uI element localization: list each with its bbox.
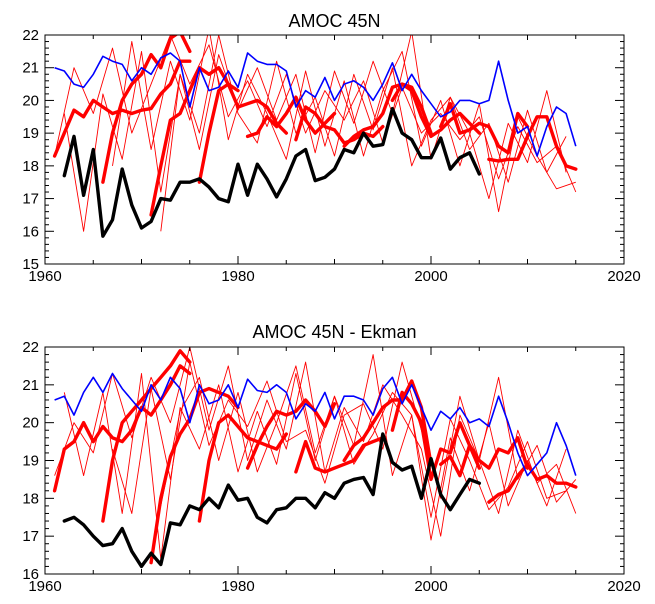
y-tick-label: 18 [22, 490, 39, 507]
black-series-line [62, 106, 481, 238]
plot-frame [44, 34, 625, 265]
ensemble-mean-line [245, 398, 337, 470]
y-tick-label: 17 [22, 191, 39, 208]
y-tick-label: 15 [22, 256, 39, 273]
ensemble-mean-line [342, 82, 433, 148]
y-tick-label: 20 [22, 92, 39, 109]
ensemble-mean-line [101, 349, 192, 523]
ensemble-mean-line [101, 35, 192, 184]
x-tick-label: 2000 [414, 578, 447, 595]
x-tick-label: 2000 [414, 268, 447, 285]
ensemble-mean-line [294, 436, 385, 474]
y-tick-label: 16 [22, 223, 39, 240]
ensemble-mean-line [197, 413, 288, 523]
y-tick-label: 19 [22, 125, 39, 142]
ensemble-mean-line [52, 59, 192, 158]
x-tick-label: 1960 [28, 578, 61, 595]
y-tick-label: 19 [22, 453, 39, 470]
blue-series-line [54, 372, 577, 477]
ensemble-member-line [160, 365, 567, 518]
y-tick-label: 22 [22, 27, 39, 44]
chart-title: AMOC 45N [288, 11, 380, 31]
y-tick-label: 16 [22, 566, 39, 583]
x-tick-label: 2020 [607, 268, 640, 285]
y-tick-label: 20 [22, 415, 39, 432]
ensemble-mean-line [439, 101, 530, 155]
ensemble-mean-line [197, 82, 288, 184]
ensemble-member-line [112, 35, 576, 213]
x-tick-label: 2020 [607, 578, 640, 595]
black-series-line [62, 432, 481, 569]
chart-amoc-45n: AMOC 45N 1960 1980 2000 2020 15 16 17 18 19 20 21 22 [22, 11, 640, 285]
plot-area [52, 347, 578, 569]
x-tick-label: 1980 [221, 578, 254, 595]
ensemble-mean-line [149, 65, 240, 217]
blue-series-line [54, 52, 577, 157]
y-tick-label: 17 [22, 528, 39, 545]
chart-amoc-45n-ekman: AMOC 45N - Ekman 1960 1980 2000 2020 16 17 18 19… [22, 322, 640, 595]
ensemble-mean-line [390, 390, 481, 482]
plot-area [52, 35, 578, 238]
ensemble-mean-line [487, 115, 578, 171]
y-tick-label: 21 [22, 60, 39, 77]
ensemble-mean-line [439, 436, 530, 478]
ensemble-mean-line [487, 462, 578, 504]
y-tick-label: 18 [22, 158, 39, 175]
ensemble-mean-line [245, 95, 337, 139]
y-tick-label: 21 [22, 377, 39, 394]
ensemble-mean-line [390, 82, 481, 139]
x-tick-label: 1960 [28, 268, 61, 285]
ensemble-mean-line [52, 364, 192, 493]
plot-frame [44, 346, 625, 575]
ensemble-mean-line [294, 105, 385, 145]
x-tick-label: 1980 [221, 268, 254, 285]
y-tick-label: 22 [22, 339, 39, 356]
chart-title: AMOC 45N - Ekman [252, 322, 416, 342]
